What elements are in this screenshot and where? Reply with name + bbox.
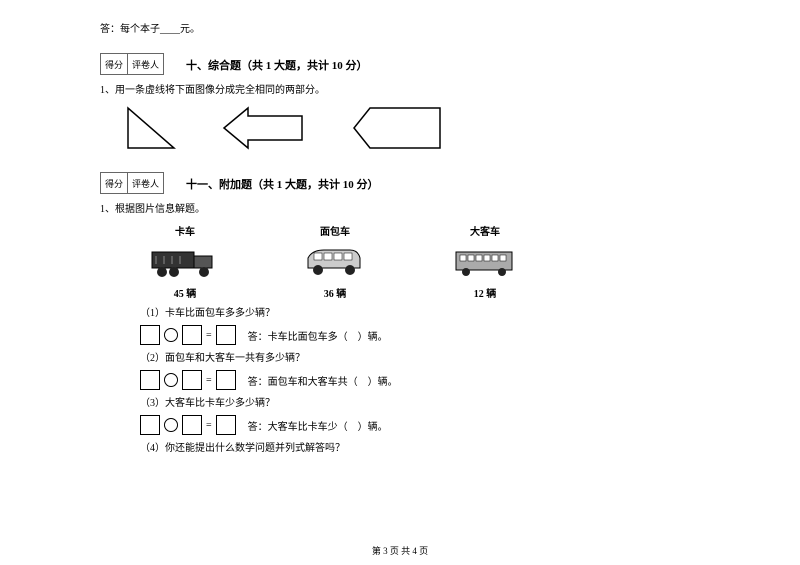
eq-box (216, 370, 236, 390)
vehicle-bus: 大客车 12 辆 (440, 223, 530, 300)
van-icon (300, 244, 370, 279)
bus-name: 大客车 (470, 223, 500, 238)
reviewer-cell: 评卷人 (128, 54, 163, 74)
truck-name: 卡车 (175, 223, 195, 238)
top-answer: 答：每个本子____元。 (100, 20, 720, 35)
vehicle-truck: 卡车 45 辆 (140, 223, 230, 300)
equals-sign: = (206, 330, 212, 341)
arrow-shape (220, 104, 310, 152)
hexagon-shape (350, 104, 450, 152)
eq-circle (164, 373, 178, 387)
sub2-answer: 答：面包车和大客车共（ ）辆。 (248, 373, 398, 388)
eq-row-1: = 答：卡车比面包车多（ ）辆。 (140, 325, 720, 345)
shapes-row (120, 104, 720, 152)
eq-circle (164, 418, 178, 432)
sub-q2: （2）面包车和大客车一共有多少辆？ (140, 349, 720, 364)
bus-icon (450, 244, 520, 279)
sub-q3: （3）大客车比卡车少多少辆？ (140, 394, 720, 409)
reviewer-cell-2: 评卷人 (128, 173, 163, 193)
section-11-title: 十一、附加题（共 1 大题，共计 10 分） (186, 176, 379, 192)
sub-q1: （1）卡车比面包车多多少辆？ (140, 304, 720, 319)
score-cell-2: 得分 (101, 173, 128, 193)
page-footer: 第 3 页 共 4 页 (0, 544, 800, 557)
section-11-q1: 1、根据图片信息解题。 (100, 200, 720, 215)
sub1-answer: 答：卡车比面包车多（ ）辆。 (248, 328, 388, 343)
triangle-shape (120, 104, 180, 152)
truck-icon (150, 244, 220, 279)
van-count: 36 辆 (324, 285, 347, 300)
eq-box (216, 325, 236, 345)
eq-box (140, 415, 160, 435)
equals-sign: = (206, 420, 212, 431)
answer-text: 答：每个本子____元。 (100, 24, 200, 35)
section-10-title: 十、综合题（共 1 大题，共计 10 分） (186, 57, 368, 73)
eq-box (140, 370, 160, 390)
score-cell: 得分 (101, 54, 128, 74)
eq-circle (164, 328, 178, 342)
equals-sign: = (206, 375, 212, 386)
eq-box (140, 325, 160, 345)
section-10-q1: 1、用一条虚线将下面图像分成完全相同的两部分。 (100, 81, 720, 96)
score-table: 得分 评卷人 (100, 53, 164, 75)
section-10-header: 得分 评卷人 十、综合题（共 1 大题，共计 10 分） (100, 53, 720, 75)
sub-q4: （4）你还能提出什么数学问题并列式解答吗？ (140, 439, 720, 454)
eq-box (216, 415, 236, 435)
eq-row-3: = 答：大客车比卡车少（ ）辆。 (140, 415, 720, 435)
sub3-answer: 答：大客车比卡车少（ ）辆。 (248, 418, 388, 433)
eq-box (182, 415, 202, 435)
eq-row-2: = 答：面包车和大客车共（ ）辆。 (140, 370, 720, 390)
score-table-2: 得分 评卷人 (100, 172, 164, 194)
eq-box (182, 325, 202, 345)
vehicle-van: 面包车 36 辆 (290, 223, 380, 300)
bus-count: 12 辆 (474, 285, 497, 300)
section-11-header: 得分 评卷人 十一、附加题（共 1 大题，共计 10 分） (100, 172, 720, 194)
vehicle-row: 卡车 45 辆 面包车 (140, 223, 720, 300)
truck-count: 45 辆 (174, 285, 197, 300)
eq-box (182, 370, 202, 390)
van-name: 面包车 (320, 223, 350, 238)
